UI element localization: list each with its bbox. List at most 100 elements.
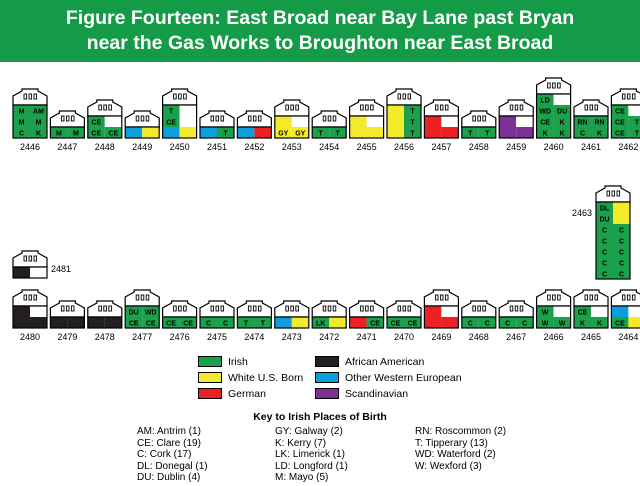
house-window [252,305,257,312]
house-window [173,93,177,100]
birthplace-code: LK [316,321,325,328]
resident-cell [536,116,554,127]
birthplace-code: T [319,131,324,138]
birthplace-code: CE [146,321,156,328]
legend-item-white-us-born: White U.S. Born [198,371,303,384]
house-window [135,294,140,301]
birthplace-code: AM [33,109,44,116]
house-window [210,115,215,122]
house-roof [610,88,640,106]
house-number: 2452 [244,142,264,152]
house-2447: M M 2447 [49,110,86,152]
house-number: 2480 [20,332,40,342]
key-entry: RN: Roscommon (2) [415,426,507,437]
birthplace-code: M [73,131,79,138]
resident-cell [536,306,554,317]
house-outline [535,93,572,139]
house-window [60,305,65,312]
house-window [178,305,182,312]
resident-cell [574,317,591,328]
resident-cell [516,317,534,328]
house-window [360,104,364,111]
house-window [327,305,332,312]
resident-cell [179,105,197,116]
resident-cell [13,317,30,328]
legend-item-scandinavian: Scandinavian [315,387,408,400]
birthplace-code: K [580,321,585,328]
resident-cell [553,127,571,138]
house-window [477,115,481,122]
resident-cell [461,127,479,138]
house-number: 2446 [20,142,40,152]
house-window [407,305,412,312]
birthplace-code: W [559,321,566,328]
house-number: 2470 [394,332,414,342]
resident-cell [591,116,608,127]
resident-cell [104,127,122,138]
house-window [584,294,589,301]
house-2480: 2480 [12,289,48,342]
house-window [220,305,225,312]
house-window [397,93,402,100]
resident-cell [387,127,404,138]
house-outline [236,126,272,139]
house-number: 2447 [57,142,77,152]
resident-cell [30,267,47,278]
house-window [33,294,38,301]
resident-cell [536,127,554,138]
birthplace-code: C [19,131,24,138]
house-number: 2465 [581,332,601,342]
resident-cell [516,127,534,138]
house-window [28,294,33,301]
house-window [23,294,28,301]
birthplace-code: C [602,228,607,235]
resident-cell [179,317,197,328]
resident-cell [628,105,640,116]
legend-label-other-western-european: Other Western European [345,372,462,384]
resident-cell [613,224,630,235]
house-outline [49,316,86,329]
resident-cell [628,116,640,127]
house-window [108,305,112,312]
birthplace-code: K [597,131,602,138]
house-2464: CE 2464 [610,289,640,342]
house-number: 2467 [506,332,526,342]
resident-cell [424,116,442,127]
house-number: 2453 [282,142,302,152]
house-window [220,115,225,122]
house-2458: T T 2458 [461,110,497,152]
house-outline [573,115,609,139]
house-window [365,305,369,312]
house-window [183,93,187,100]
resident-cell [67,127,85,138]
resident-cell [613,235,630,246]
resident-cell [596,268,613,279]
resident-cell [478,127,496,138]
birthplace-code: K [560,131,565,138]
key-column-3: RN: Roscommon (2) T: Tipperary (13) WD: … [415,426,506,472]
resident-cell [499,317,517,328]
house-window [178,93,182,100]
house-window [285,305,289,312]
resident-cell [67,317,85,328]
birthplace-code: T [485,131,490,138]
birthplace-code: T [468,131,473,138]
resident-cell [499,127,517,138]
legend-swatch-scandinavian [315,387,339,399]
house-window [33,93,38,100]
key-entry: K: Kerry (7) [275,437,327,449]
house-window [434,104,439,111]
birthplace-code: K [597,321,602,328]
resident-cell [162,105,180,116]
birthplace-code: C [619,261,624,268]
key-entry: C: Cork (17) [137,449,192,461]
house-2449: 2449 [124,110,160,152]
house-2467: C C 2467 [498,300,534,342]
resident-cell [237,317,255,328]
resident-cell [611,317,629,328]
house-outline [236,316,272,329]
house-number: 2461 [581,142,601,152]
resident-cell [162,127,180,138]
legend-label-african-american: African American [345,356,425,368]
house-window [295,305,299,312]
